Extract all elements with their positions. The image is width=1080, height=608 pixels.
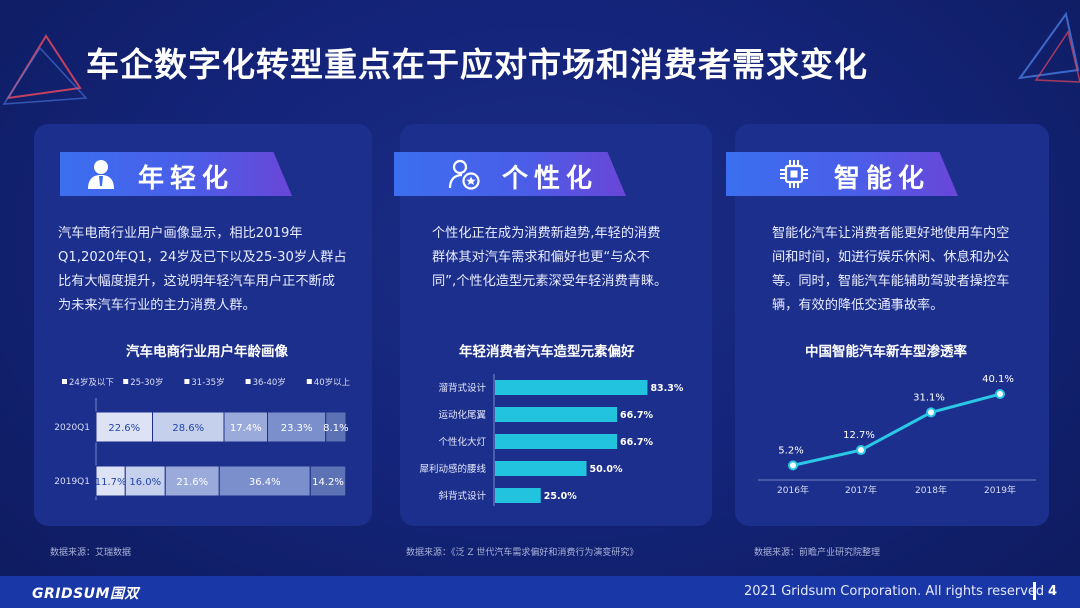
chart-title-penetration: 中国智能汽车新车型渗透率 [805, 344, 967, 360]
data-point [995, 389, 1005, 400]
bar-segment [218, 465, 311, 497]
bar-segment [309, 465, 347, 497]
data-label: 66.7% [620, 437, 653, 448]
source-youth: 数据来源：艾瑞数据 [50, 548, 132, 558]
decor-triangle-right [1017, 11, 1080, 83]
description-personalization: 个性化正在成为消费新趋势,年轻的消费 群体其对汽车需求和偏好也更“与众不 同”,… [432, 226, 668, 289]
bar-segment [164, 465, 220, 497]
data-label: 83.3% [650, 383, 683, 394]
bar [495, 407, 618, 422]
data-label: 36.4% [249, 477, 281, 488]
page-number: 4 [1048, 584, 1058, 599]
x-tick-label: 2019年 [984, 484, 1016, 496]
bar-segment [325, 411, 347, 443]
chart-age-stacked-bar: 24岁及以下 25-30岁 31-35岁 36-40岁 40岁以上 2020Q1 22.6%… [54, 377, 351, 500]
data-label: 28.6% [172, 423, 204, 434]
bar-segment [124, 465, 166, 497]
legend-label: 24岁及以下 [69, 377, 114, 388]
x-tick-label: 2017年 [845, 484, 877, 496]
category-label: 个性化大灯 [438, 436, 486, 448]
data-label: 66.7% [620, 410, 653, 421]
heading-youth: 年轻化 [138, 164, 235, 194]
data-label: 25.0% [544, 491, 577, 502]
gridsum-logo: GRIDSUM国双 [32, 586, 139, 602]
user-star-icon [448, 159, 480, 190]
banner-youth: 年轻化 [60, 152, 292, 196]
x-tick-label: 2016年 [777, 484, 809, 496]
legend-label: 40岁以上 [314, 377, 351, 388]
data-point [856, 445, 866, 456]
bar-segment [95, 465, 126, 497]
heading-intelligence: 智能化 [834, 164, 931, 194]
description-intelligence: 智能化汽车让消费者能更好地使用车内空 间和时间，如进行娱乐休闲、休息和办公 等。… [772, 226, 1010, 313]
bar [495, 461, 587, 476]
data-label: 14.2% [312, 477, 344, 488]
page-title: 车企数字化转型重点在于应对市场和消费者需求变化 [86, 45, 868, 84]
category-label: 运动化尾翼 [438, 409, 486, 421]
data-label: 23.3% [281, 423, 313, 434]
banner-intelligence: 智能化 [726, 152, 958, 196]
data-label: 21.6% [176, 477, 208, 488]
data-label: 8.1% [323, 423, 348, 434]
legend-swatch [306, 379, 312, 384]
data-label: 11.7% [95, 477, 127, 488]
legend-label: 36-40岁 [253, 377, 286, 388]
decor-triangle-left [2, 34, 88, 105]
data-point [926, 407, 936, 418]
category-label: 犀利动感的腰线 [419, 463, 486, 475]
data-label: 31.1% [913, 392, 945, 403]
bar-segment [95, 411, 153, 443]
data-label: 40.1% [982, 374, 1014, 385]
legend-swatch [62, 379, 67, 384]
bar-segment [152, 411, 225, 443]
category-label: 溜背式设计 [438, 382, 486, 394]
category-label: 2020Q1 [54, 423, 90, 433]
chart-styling-bar: 溜背式设计 83.3% 运动化尾翼 66.7% 个性化大灯 66.7% 犀利动感的腰线 50.… [419, 374, 684, 506]
footer-bar [0, 576, 1080, 608]
data-label: 16.0% [129, 477, 161, 488]
data-label: 22.6% [108, 423, 140, 434]
bar [495, 434, 618, 449]
bar [495, 488, 541, 503]
data-point [788, 460, 798, 471]
chart-title-age: 汽车电商行业用户年龄画像 [126, 344, 288, 360]
description-youth: 汽车电商行业用户画像显示，相比2019年 Q1,2020年Q1，24岁及已下以及… [58, 226, 347, 313]
source-personalization: 数据来源：《泛 Z 世代汽车需求偏好和消费行为演变研究》 [406, 548, 639, 558]
series-line [792, 392, 1001, 467]
data-label: 5.2% [778, 445, 803, 456]
category-label: 2019Q1 [54, 477, 90, 487]
chart-title-styling: 年轻消费者汽车造型元素偏好 [459, 344, 635, 360]
legend-label: 25-30岁 [130, 377, 163, 388]
copyright-text: 2021 Gridsum Corporation. All rights res… [744, 584, 1045, 599]
heading-personalization: 个性化 [502, 164, 599, 194]
x-tick-label: 2018年 [915, 484, 947, 496]
chip-icon [780, 160, 808, 188]
data-label: 17.4% [230, 423, 262, 434]
legend-label: 31-35岁 [191, 377, 224, 388]
legend-swatch [123, 379, 129, 384]
legend-swatch [245, 379, 251, 384]
source-intelligence: 数据来源：前瞻产业研究院整理 [754, 548, 881, 558]
data-label: 50.0% [590, 464, 623, 475]
category-label: 斜背式设计 [438, 490, 486, 502]
user-icon [88, 160, 114, 189]
chart-penetration-line: 5.2% 2016年 12.7% 2017年 31.1% 2018年 40.1% 2019年 [758, 374, 1036, 496]
data-label: 12.7% [843, 430, 875, 441]
bar [495, 380, 648, 395]
legend-swatch [184, 379, 190, 384]
banner-personalization: 个性化 [394, 152, 626, 196]
bar-segment [223, 411, 268, 443]
footer-separator [1033, 582, 1036, 600]
